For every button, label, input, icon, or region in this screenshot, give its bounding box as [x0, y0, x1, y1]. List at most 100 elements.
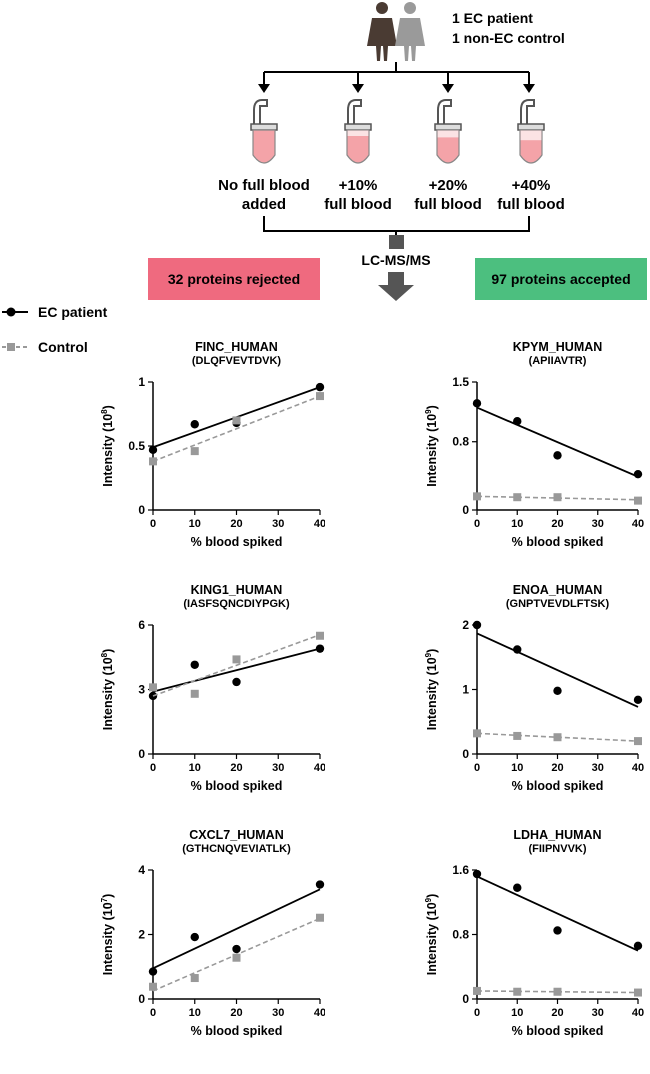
- control-point: [513, 987, 522, 996]
- x-tick-label: 20: [230, 518, 242, 530]
- x-tick-label: 10: [511, 1007, 523, 1019]
- chart-enoa: ENOA_HUMAN (GNPTVEVDLFTSK) 0 1 2 0 10 20 30 40% b…: [325, 578, 650, 828]
- y-axis-label-exp: 9: [424, 897, 433, 902]
- y-axis-label-close: ): [425, 649, 439, 653]
- tube-icon-1: [344, 99, 372, 164]
- x-tick-label: 40: [632, 762, 644, 774]
- y-tick-label: 2: [462, 618, 469, 632]
- condition-1-line1: +10%: [339, 177, 378, 194]
- y-axis-label-text: Intensity (10: [101, 902, 115, 975]
- legend-control: Control: [2, 339, 88, 355]
- ec-fit-line: [152, 888, 321, 970]
- tube-rim-3: [517, 123, 545, 131]
- x-tick-label: 0: [474, 1007, 480, 1019]
- ec-point: [148, 445, 158, 455]
- tube-layer-3: [520, 130, 542, 141]
- control-point: [232, 953, 241, 962]
- x-axis-label: % blood spiked: [191, 535, 283, 549]
- chart-king1: KING1_HUMAN (IASFSQNCDIYPGK) 0 3 6 0 10 20 30 40%…: [0, 578, 325, 828]
- x-axis-label: % blood spiked: [191, 779, 283, 793]
- control-point: [149, 982, 157, 991]
- y-axis-label: Intensity (108): [100, 405, 115, 487]
- ec-point: [472, 869, 482, 879]
- ec-patient-person-icon: [367, 2, 397, 61]
- control-point: [190, 447, 199, 456]
- x-axis-label: % blood spiked: [512, 779, 604, 793]
- tube-cap-0: [253, 99, 268, 128]
- chart-1: KPYM_HUMAN(APIIAVTR) 0 0.8 1.5 0 10 20 30 40 % bl…: [424, 340, 644, 549]
- control-point: [316, 913, 324, 922]
- control-point: [232, 416, 241, 425]
- y-tick-label: 0: [462, 747, 469, 761]
- x-axis-label: % blood spiked: [512, 1024, 604, 1038]
- control-point: [473, 986, 481, 995]
- ec-point: [232, 677, 241, 687]
- y-axis-label: Intensity (107): [100, 894, 115, 976]
- control-fit-line: [152, 633, 321, 697]
- accepted-banner: 97 proteins accepted: [475, 258, 647, 300]
- chart-cxcl7: CXCL7_HUMAN (GTHCNQVEVIATLK) 0 2 4 0 10 20 30 40%…: [0, 824, 325, 1074]
- y-axis-label-text: Intensity (10: [101, 657, 115, 730]
- y-tick-label: 0.5: [128, 439, 145, 453]
- y-axis-label-exp: 7: [100, 897, 109, 902]
- control-point: [149, 457, 157, 466]
- x-tick-label: 10: [511, 762, 523, 774]
- x-tick-label: 0: [474, 762, 480, 774]
- control-fit-line: [152, 395, 321, 463]
- x-tick-label: 30: [592, 518, 604, 530]
- y-axis-label: Intensity (109): [424, 405, 439, 487]
- condition-0-line1: No full blood: [218, 177, 310, 194]
- legend-control-marker: [7, 343, 15, 351]
- y-tick-label: 1.6: [452, 863, 469, 877]
- y-axis-label-text: Intensity (10: [425, 657, 439, 730]
- x-tick-label: 40: [314, 1007, 325, 1019]
- x-tick-label: 30: [592, 1007, 604, 1019]
- ec-point: [633, 941, 643, 950]
- ec-point: [472, 620, 482, 630]
- x-tick-label: 40: [314, 762, 325, 774]
- chart-title: CXCL7_HUMAN: [189, 828, 283, 842]
- y-tick-label: 0: [138, 992, 145, 1006]
- ec-point: [553, 686, 562, 695]
- tube-body-2: [436, 129, 460, 164]
- y-axis-label-exp: 8: [100, 409, 109, 414]
- y-axis-label-text: Intensity (10: [101, 414, 115, 487]
- x-tick-label: 30: [592, 762, 604, 774]
- chart-title: FINC_HUMAN: [195, 340, 278, 354]
- y-axis-label-close: ): [101, 894, 115, 898]
- chart-subtitle: (FIIPNVVK): [528, 843, 586, 855]
- tube-icon-3: [517, 99, 545, 164]
- workflow-diagram: 1 EC patient 1 non-EC control No full bl…: [218, 2, 565, 301]
- y-tick-label: 6: [138, 618, 145, 632]
- ms-square-icon: [389, 235, 404, 249]
- x-tick-label: 0: [150, 1007, 156, 1019]
- tube-rim-1: [344, 123, 372, 131]
- chart-subtitle: (APIIAVTR): [529, 355, 587, 367]
- control-point: [473, 729, 481, 738]
- ec-point: [472, 399, 482, 408]
- x-axis-label: % blood spiked: [512, 535, 604, 549]
- y-axis-label: Intensity (108): [100, 649, 115, 731]
- control-point: [553, 733, 562, 742]
- control-point: [232, 655, 241, 664]
- ec-point: [315, 644, 325, 653]
- tube-layer-1: [347, 130, 369, 136]
- x-tick-label: 0: [150, 518, 156, 530]
- x-tick-label: 20: [230, 762, 242, 774]
- tube-rim-0: [250, 123, 278, 131]
- chart-subtitle: (DLQFVEVTDVK): [192, 355, 282, 367]
- ec-point: [315, 880, 325, 889]
- tube-icon-0: [250, 99, 278, 164]
- y-axis-label-exp: 9: [424, 652, 433, 657]
- y-axis-label-close: ): [425, 894, 439, 898]
- rejected-label: 32 proteins rejected: [167, 271, 301, 287]
- chart-2: KING1_HUMAN(IASFSQNCDIYPGK) 0 3 6 0 10 20 30 40%…: [100, 583, 325, 793]
- x-tick-label: 40: [632, 1007, 644, 1019]
- y-axis-label-exp: 8: [100, 652, 109, 657]
- condition-1-line2: full blood: [324, 196, 391, 213]
- ec-point: [633, 695, 643, 705]
- arrow-heads: [258, 84, 535, 93]
- legend-ec-marker: [6, 307, 16, 317]
